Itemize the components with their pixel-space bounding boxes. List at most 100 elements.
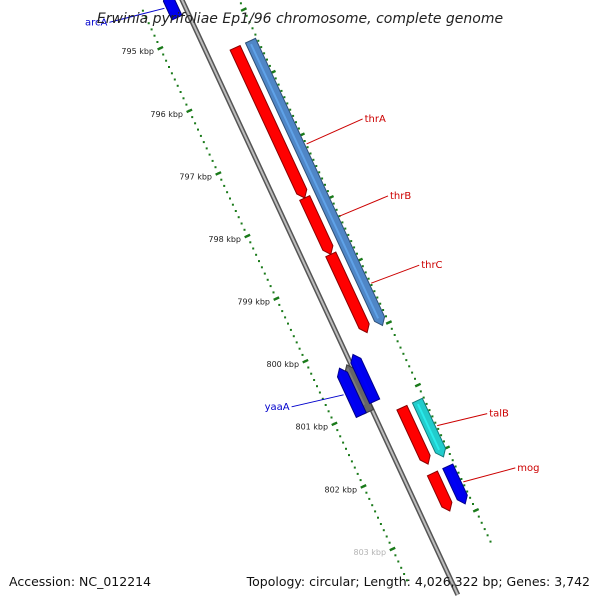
scale-dot <box>197 128 199 131</box>
scale-tick <box>215 171 222 176</box>
scale-dot-outer <box>268 64 271 67</box>
scale-tick-label: 803 kbp <box>353 548 386 557</box>
scale-dot-outer <box>428 409 431 412</box>
backbone-highlight <box>180 0 459 596</box>
scale-dot-outer <box>466 490 469 493</box>
scale-dot-outer <box>332 202 335 205</box>
scale-dot-outer <box>379 302 382 305</box>
scale-tick <box>244 233 251 239</box>
scale-dot-outer <box>443 440 445 443</box>
scale-dot-outer <box>335 208 338 211</box>
scale-dot-outer <box>312 158 315 161</box>
scale-dot-outer <box>295 121 297 124</box>
gene-callout-line <box>463 467 516 483</box>
scale-dot <box>350 460 353 463</box>
scale-dot <box>313 379 316 381</box>
scale-dot-outer <box>338 215 341 218</box>
scale-dot-outer <box>457 471 460 474</box>
scale-dot <box>365 491 368 494</box>
gene-highlight <box>302 201 326 249</box>
gene-label-thrB: thrB <box>390 191 411 202</box>
scale-dot <box>173 78 176 81</box>
scale-dot <box>237 216 240 219</box>
scale-dot-outer <box>411 371 414 374</box>
scale-dot <box>295 341 298 344</box>
scale-dot <box>208 153 211 156</box>
scale-dot <box>307 366 310 369</box>
scale-dot <box>321 397 324 400</box>
scale-dot-outer <box>396 340 399 343</box>
gene-highlight <box>337 371 357 410</box>
scale-dot <box>156 41 159 43</box>
scale-dot-outer <box>347 233 350 236</box>
gene-callout-line <box>109 7 165 23</box>
scale-dot-outer <box>367 277 370 280</box>
scale-dot-outer <box>292 114 295 117</box>
scale-dot <box>368 497 371 500</box>
gene-callout-line <box>291 394 344 408</box>
gene-label-talB: talB <box>489 409 509 420</box>
feature-highlight <box>346 367 366 406</box>
scale-dot <box>255 253 258 256</box>
scale-dot-outer <box>266 58 268 61</box>
scale-dot <box>179 91 182 93</box>
scale-dot-outer <box>260 46 263 49</box>
scale-dot-outer <box>280 89 283 92</box>
scale-dot-outer <box>385 315 387 318</box>
scale-dot-outer <box>361 265 364 268</box>
scale-dot <box>327 410 330 413</box>
scale-dot-outer <box>448 453 451 455</box>
scale-dot-outer <box>402 352 405 355</box>
scale-tick-label: 800 kbp <box>266 360 299 369</box>
scale-dot-outer <box>257 39 260 42</box>
topology-text: Topology: circular; Length: 4,026,322 bp… <box>246 574 590 589</box>
scale-dot-outer <box>486 534 489 537</box>
feature-highlight <box>352 357 372 395</box>
gene-highlight <box>164 0 173 12</box>
scale-dot-outer <box>251 27 254 30</box>
gene-highlight <box>430 477 445 505</box>
scale-dot <box>220 178 223 181</box>
backbone-line <box>179 0 461 596</box>
scale-dot-outer <box>373 290 376 293</box>
scale-dot-outer <box>376 296 379 299</box>
gene-label-mog: mog <box>517 463 539 474</box>
scale-dot-outer <box>353 246 356 249</box>
scale-dot <box>394 554 397 557</box>
scale-dot-outer <box>414 377 416 380</box>
scale-dot <box>205 147 208 150</box>
map-title: Erwinia pyrifoliae Ep1/96 chromosome, co… <box>97 11 503 27</box>
gene-label-thrC: thrC <box>421 260 442 271</box>
scale-dot <box>382 529 385 532</box>
scale-dot <box>199 134 202 137</box>
scale-dot <box>371 504 374 507</box>
scale-dot <box>356 472 359 475</box>
gene-callout-line <box>437 413 488 427</box>
scale-dot <box>144 15 147 18</box>
scale-dot-outer <box>408 365 411 368</box>
scale-dot <box>289 328 292 331</box>
scale-dot <box>153 34 156 37</box>
scale-dot-outer <box>315 165 318 167</box>
scale-dot <box>141 9 144 12</box>
scale-tick-label: 796 kbp <box>150 110 183 119</box>
gene-callout-line <box>371 264 420 284</box>
feature-highlight <box>416 403 440 451</box>
scale-dot <box>194 122 197 125</box>
scale-dot <box>353 466 356 469</box>
scale-dot-outer <box>422 396 425 399</box>
scale-tick <box>331 421 338 427</box>
scale-dot <box>162 53 165 56</box>
scale-tick <box>273 296 280 301</box>
scale-dot-outer <box>306 146 309 149</box>
gene-highlight <box>233 51 300 192</box>
scale-dot-outer <box>289 108 292 111</box>
scale-dot-outer <box>419 390 422 393</box>
scale-tick-label: 801 kbp <box>295 423 328 432</box>
scale-dot <box>176 84 179 87</box>
scale-tick-label: 799 kbp <box>237 298 270 307</box>
scale-dot <box>379 523 382 525</box>
scale-dot-outer <box>239 2 242 5</box>
scale-dot <box>150 28 153 31</box>
